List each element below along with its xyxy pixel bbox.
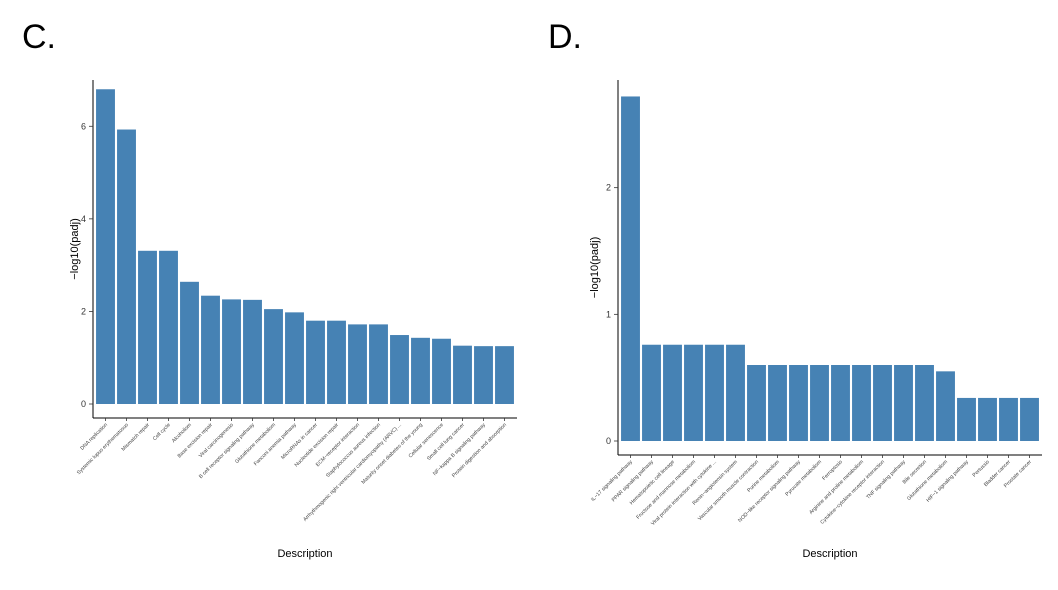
bar-18: [978, 397, 997, 441]
x-tick-label: TNF signaling pathway: [865, 459, 907, 501]
bar-8: [243, 299, 262, 404]
bar-13: [348, 324, 367, 404]
x-tick-label: Cell cycle: [152, 422, 172, 442]
bar-3: [138, 250, 157, 404]
bar-11: [306, 320, 325, 404]
x-tick-label: Pyruvate metabolism: [784, 459, 822, 497]
y-axis-title: −log10(padj): [589, 237, 601, 298]
y-tick-label: 0: [606, 436, 611, 446]
bar-12: [852, 365, 871, 441]
bar-19: [474, 346, 493, 404]
bar-15: [915, 365, 934, 441]
bar-2: [642, 344, 661, 441]
bar-8: [768, 365, 787, 441]
bar-15: [390, 335, 409, 404]
bar-10: [810, 365, 829, 441]
bar-10: [285, 312, 304, 404]
bar-20: [1020, 397, 1039, 441]
x-axis-title: Description: [277, 548, 332, 560]
y-tick-label: 6: [81, 121, 86, 131]
bar-19: [999, 397, 1018, 441]
x-tick-label: Arrhythmogenic right ventricular cardiom…: [302, 422, 403, 523]
bar-3: [663, 344, 682, 441]
bar-13: [873, 365, 892, 441]
y-tick-label: 0: [81, 399, 86, 409]
bar-6: [201, 295, 220, 404]
bar-4: [684, 344, 703, 441]
y-tick-label: 2: [81, 306, 86, 316]
y-axis-title: −log10(padj): [69, 218, 81, 279]
panel-label: D.: [548, 18, 582, 56]
y-tick-label: 1: [606, 309, 611, 319]
bar-7: [747, 365, 766, 441]
x-tick-label: Glutathione metabolism: [906, 459, 949, 502]
x-axis-title: Description: [802, 548, 857, 560]
x-tick-label: Small cell lung cancer: [426, 422, 466, 462]
bar-17: [432, 338, 451, 404]
bar-14: [894, 365, 913, 441]
bar-18: [453, 345, 472, 404]
bar-5: [180, 281, 199, 404]
bar-9: [789, 365, 808, 441]
bar-4: [159, 250, 178, 404]
bar-20: [495, 346, 514, 404]
y-tick-label: 2: [606, 183, 611, 193]
bar-16: [936, 371, 955, 441]
x-tick-label: Pertussis: [972, 459, 992, 479]
bar-9: [264, 309, 283, 404]
bar-1: [621, 96, 640, 441]
bar-12: [327, 320, 346, 404]
panel-label: C.: [22, 18, 56, 56]
x-tick-label: HIF−1 signaling pathway: [925, 459, 970, 504]
x-tick-label: MicroRNAs in cancer: [280, 422, 319, 461]
bar-5: [705, 344, 724, 441]
bar-1: [96, 89, 115, 404]
x-tick-label: Glutathione metabolism: [234, 422, 277, 465]
bar-14: [369, 324, 388, 404]
y-tick-label: 4: [81, 214, 86, 224]
bar-17: [957, 397, 976, 441]
bar-7: [222, 299, 241, 404]
bar-16: [411, 337, 430, 404]
bar-11: [831, 365, 850, 441]
bar-2: [117, 129, 136, 405]
bar-6: [726, 344, 745, 441]
